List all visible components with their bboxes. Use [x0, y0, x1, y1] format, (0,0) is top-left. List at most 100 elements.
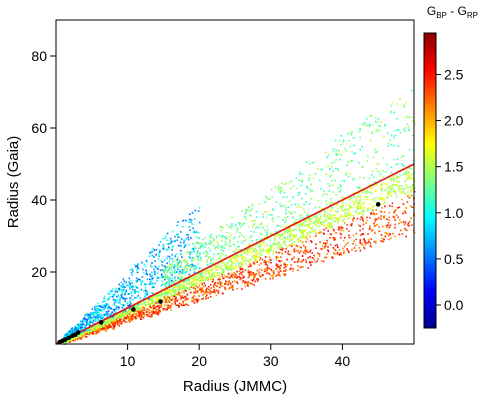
scatter-point — [373, 156, 375, 159]
scatter-point — [297, 265, 299, 267]
scatter-point — [96, 302, 99, 305]
scatter-point — [300, 230, 303, 233]
scatter-point — [109, 321, 111, 324]
scatter-point — [121, 318, 124, 320]
scatter-point — [323, 190, 325, 192]
scatter-point — [210, 233, 213, 236]
scatter-point — [182, 296, 185, 299]
scatter-point — [299, 250, 302, 252]
scatter-point — [202, 284, 205, 287]
scatter-point — [220, 285, 222, 287]
scatter-point — [137, 305, 140, 308]
scatter-point — [156, 280, 158, 282]
scatter-point — [158, 244, 160, 246]
scatter-point — [100, 313, 102, 316]
scatter-point — [276, 263, 278, 266]
scatter-point — [183, 241, 185, 244]
scatter-point — [404, 222, 406, 225]
scatter-point — [279, 248, 282, 250]
scatter-point — [408, 116, 411, 119]
scatter-point — [241, 262, 243, 264]
scatter-point — [86, 336, 88, 338]
scatter-point — [337, 187, 340, 189]
scatter-point — [288, 234, 291, 237]
scatter-point — [361, 123, 364, 125]
scatter-point — [316, 260, 318, 263]
scatter-point — [104, 305, 107, 308]
scatter-point — [107, 323, 109, 325]
scatter-point — [209, 272, 212, 275]
scatter-point — [292, 196, 294, 199]
scatter-point — [264, 268, 266, 271]
scatter-point — [151, 274, 153, 277]
scatter-point — [324, 242, 327, 244]
scatter-point — [167, 296, 169, 298]
scatter-point — [189, 218, 191, 221]
scatter-point — [284, 270, 287, 272]
scatter-point — [235, 255, 237, 258]
scatter-point — [106, 303, 109, 306]
scatter-point — [90, 320, 93, 323]
scatter-point — [317, 213, 319, 216]
scatter-point — [403, 128, 405, 130]
scatter-point — [315, 220, 318, 223]
scatter-point — [166, 289, 168, 292]
scatter-point — [203, 282, 206, 285]
scatter-point — [168, 266, 170, 269]
scatter-point — [333, 248, 336, 251]
scatter-point — [228, 266, 230, 269]
scatter-point — [345, 212, 347, 215]
scatter-point — [112, 325, 114, 327]
scatter-point — [400, 156, 403, 158]
scatter-point — [241, 224, 244, 226]
scatter-point — [199, 271, 202, 274]
scatter-point — [205, 244, 208, 246]
scatter-point — [196, 275, 199, 278]
scatter-point — [383, 238, 385, 241]
scatter-point — [390, 104, 392, 107]
scatter-point — [198, 272, 201, 275]
scatter-point — [279, 192, 282, 194]
scatter-point — [125, 317, 128, 319]
scatter-point — [180, 275, 183, 278]
scatter-point — [277, 256, 279, 258]
scatter-point — [357, 205, 359, 208]
scatter-point — [107, 312, 109, 315]
scatter-point — [195, 242, 197, 244]
scatter-point — [338, 191, 341, 193]
highlighted-point — [75, 330, 81, 335]
scatter-point — [176, 279, 179, 281]
scatter-point — [313, 222, 315, 224]
scatter-point — [166, 274, 168, 277]
scatter-point — [95, 328, 98, 330]
scatter-point — [241, 241, 243, 244]
scatter-point — [169, 306, 172, 309]
scatter-point — [340, 228, 343, 230]
scatter-point — [128, 277, 131, 280]
scatter-point — [281, 249, 284, 251]
scatter-point — [97, 313, 99, 315]
scatter-point — [309, 262, 311, 264]
scatter-point — [89, 320, 92, 322]
scatter-point — [269, 249, 272, 251]
scatter-point — [236, 287, 238, 290]
scatter-point — [105, 330, 107, 332]
scatter-point — [157, 268, 159, 270]
scatter-point — [253, 219, 255, 222]
scatter-point — [173, 292, 176, 295]
scatter-point — [116, 319, 118, 321]
scatter-point — [195, 285, 198, 287]
scatter-point — [121, 295, 123, 298]
scatter-point — [120, 281, 122, 284]
scatter-point — [351, 201, 354, 203]
scatter-point — [158, 310, 160, 312]
scatter-point — [207, 280, 209, 282]
scatter-point — [323, 215, 326, 217]
scatter-point — [307, 257, 309, 259]
scatter-point — [128, 309, 130, 311]
scatter-point — [329, 213, 332, 216]
scatter-point — [120, 285, 122, 288]
scatter-point — [297, 238, 300, 241]
scatter-point — [164, 304, 166, 307]
scatter-point — [332, 170, 335, 173]
